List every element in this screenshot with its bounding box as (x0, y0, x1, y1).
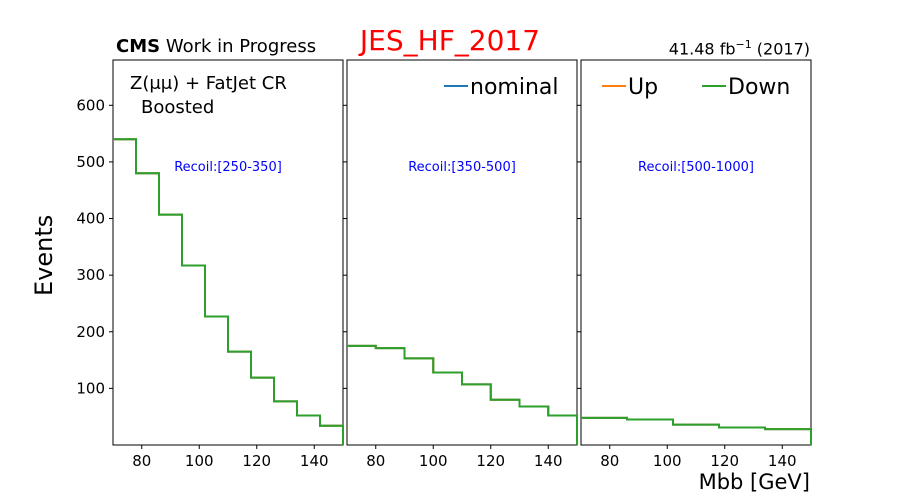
y-tick-label: 600 (76, 96, 105, 114)
panel-frame (112, 59, 344, 446)
chart-title: JES_HF_2017 (359, 24, 541, 57)
cms-work-label: Work in Progress (165, 36, 317, 57)
recoil-label: Recoil:[350-500] (408, 160, 516, 175)
y-tick-label: 200 (76, 323, 105, 341)
x-tick-label: 120 (710, 452, 739, 470)
legend-down-label: Down (728, 75, 790, 100)
y-tick-label: 400 (76, 210, 105, 228)
y-tick-label: 300 (76, 266, 105, 284)
recoil-label: Recoil:[500-1000] (638, 160, 754, 175)
x-tick-label: 100 (653, 452, 682, 470)
series-nominal-line (347, 344, 578, 445)
lumi-year: (2017) (756, 39, 810, 59)
panel-2: 80 100 120 140 Recoil:[350-500] (343, 59, 578, 470)
region-label: Z(μμ) + FatJet CR Boosted (130, 72, 287, 120)
x-tick-label: 80 (366, 452, 385, 470)
series-nominal-line (581, 416, 812, 445)
legend-up: Up (602, 75, 658, 100)
series-down-line (347, 344, 578, 445)
series-nominal-line (113, 138, 344, 445)
series-down-line (113, 138, 344, 445)
legend-down: Down (702, 75, 790, 100)
lumi-value: 41.48 fb (668, 39, 736, 59)
y-tick-label: 100 (76, 379, 105, 397)
x-tick-label: 120 (476, 452, 505, 470)
panel-1: 80 100 120 140 100 200 300 400 500 600 Recoil:[250… (76, 59, 344, 470)
lumi-exponent: −1 (735, 38, 752, 51)
legend-nominal: nominal (444, 75, 558, 100)
series-up-line (113, 138, 344, 445)
recoil-label: Recoil:[250-350] (174, 160, 282, 175)
cms-bold-label: CMS (116, 36, 161, 57)
x-tick-label: 100 (419, 452, 448, 470)
legend-up-label: Up (628, 75, 658, 100)
x-tick-label: 80 (132, 452, 151, 470)
x-axis-label: Mbb [GeV] (698, 470, 810, 494)
series-up-line (347, 344, 578, 445)
cms-label: CMS Work in Progress (116, 36, 316, 57)
x-tick-label: 120 (242, 452, 271, 470)
panels-layer: 80 100 120 140 100 200 300 400 500 600 Recoil:[250… (76, 59, 812, 470)
series-down-line (581, 416, 812, 445)
region-line-1: Z(μμ) + FatJet CR (130, 73, 287, 94)
panel-frame (346, 59, 578, 446)
series-up-line (581, 416, 812, 445)
x-tick-label: 100 (185, 452, 214, 470)
x-tick-label: 140 (300, 452, 329, 470)
region-line-2: Boosted (141, 97, 215, 118)
luminosity-label: 41.48 fb−1 (2017) (669, 38, 810, 58)
x-tick-label: 140 (534, 452, 563, 470)
x-tick-label: 140 (768, 452, 797, 470)
y-tick-label: 500 (76, 153, 105, 171)
x-tick-label: 80 (600, 452, 619, 470)
y-axis-label: Events (30, 214, 58, 296)
panel-frame (580, 59, 812, 446)
panel-3: 80 100 120 140 Recoil:[500-1000] (577, 59, 812, 470)
legend-nominal-label: nominal (470, 75, 558, 100)
